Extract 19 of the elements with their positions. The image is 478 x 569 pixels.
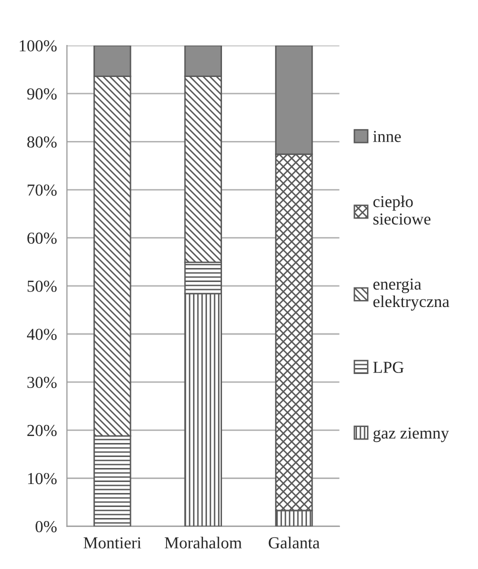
x-tick-label: Morahalom (164, 536, 242, 548)
y-tick-label: 20% (27, 424, 57, 436)
y-tick-label: 90% (27, 88, 57, 100)
y-tick-label: 40% (26, 328, 57, 340)
legend-label: gaz ziemny (373, 427, 449, 442)
legend-label: energia elektryczna (373, 278, 450, 311)
y-tick-label: 70% (28, 184, 57, 196)
legend-label: inne (373, 130, 401, 142)
y-tick-label: 10% (28, 472, 57, 484)
x-tick-label: Montieri (84, 537, 142, 548)
y-tick-label: 30% (27, 376, 57, 388)
y-tick-label: 100% (20, 40, 57, 52)
legend-label: LPG (373, 362, 404, 373)
y-tick-label: 0% (36, 521, 57, 532)
y-tick-label: 60% (27, 232, 57, 244)
y-tick-label: 50% (28, 280, 57, 292)
legend-label: ciepło sieciowe (373, 195, 430, 225)
x-tick-label: Galanta (268, 536, 320, 548)
y-tick-label: 80% (27, 136, 57, 148)
